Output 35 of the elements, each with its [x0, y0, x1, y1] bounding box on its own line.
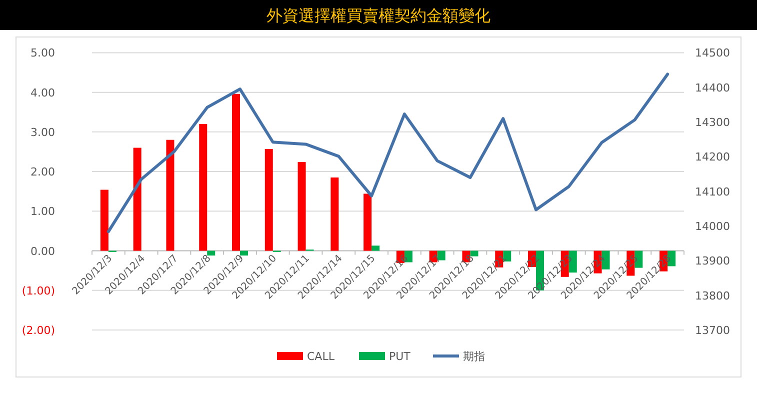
y-tick-label: (2.00) — [22, 324, 55, 337]
y2-tick-label: 14400 — [695, 81, 730, 94]
y2-tick-label: 14300 — [695, 116, 730, 130]
bar — [470, 250, 478, 256]
y-tick-label: (1.00) — [22, 284, 55, 298]
bar — [298, 162, 306, 251]
bar — [240, 250, 248, 256]
y-tick-label: 2.00 — [30, 166, 55, 179]
y-tick-label: 4.00 — [30, 86, 55, 100]
y-tick-label: 1.00 — [30, 205, 55, 218]
y-tick-label: 0.00 — [30, 244, 55, 258]
bar — [372, 246, 380, 251]
chart-title: 外資選擇權買賣權契約金額變化 — [266, 6, 490, 25]
y2-tick-label: 13700 — [695, 324, 730, 337]
y-tick-label: 5.00 — [30, 46, 55, 60]
bar — [264, 148, 273, 251]
y2-tick-label: 13800 — [695, 289, 730, 302]
line-series — [106, 72, 670, 234]
bar — [330, 177, 339, 251]
y2-tick-label: 13900 — [695, 254, 730, 268]
bar — [100, 190, 108, 251]
legend-label: PUT — [389, 350, 411, 363]
bar — [133, 148, 142, 251]
bar — [364, 194, 372, 251]
bar — [199, 124, 208, 251]
y2-tick-label: 14000 — [695, 220, 730, 234]
y2-tick-label: 14100 — [695, 185, 730, 198]
legend-label: CALL — [307, 350, 336, 363]
y2-tick-label: 14200 — [695, 150, 730, 164]
y2-tick-label: 14500 — [695, 46, 730, 60]
legend-label: 期指 — [463, 350, 485, 363]
bar — [232, 94, 240, 251]
bar — [207, 250, 216, 256]
y-tick-label: 3.00 — [30, 126, 55, 139]
bar — [166, 140, 174, 251]
